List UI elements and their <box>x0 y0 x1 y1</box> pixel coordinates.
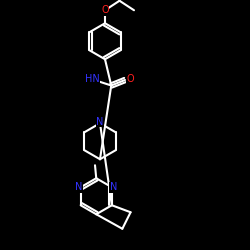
Text: N: N <box>110 182 117 192</box>
Text: HN: HN <box>85 74 100 84</box>
Text: N: N <box>96 117 104 127</box>
Text: O: O <box>101 5 109 15</box>
Text: N: N <box>76 182 83 192</box>
Text: O: O <box>127 74 134 84</box>
